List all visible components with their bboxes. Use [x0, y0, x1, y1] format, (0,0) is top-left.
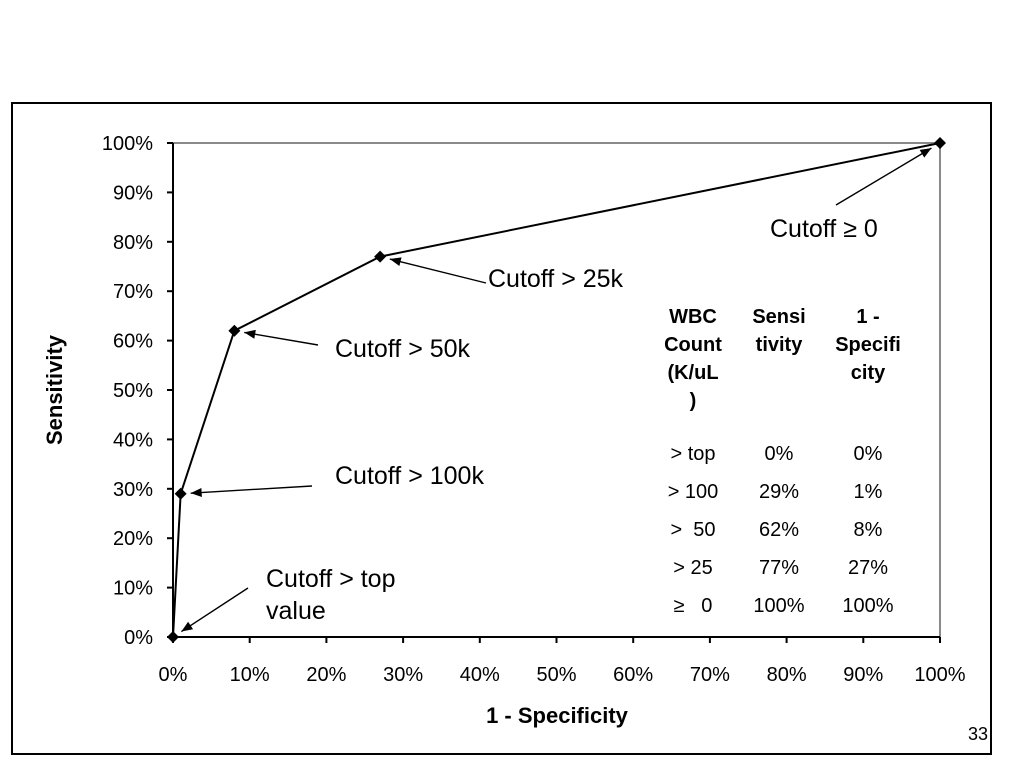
x-tick-label: 30%	[383, 664, 423, 686]
data-point-marker	[174, 487, 187, 500]
y-tick-label: 30%	[113, 479, 153, 501]
table-row: > top 0% 0%	[650, 435, 914, 473]
data-point-marker	[374, 250, 387, 263]
x-axis-title: 1 - Specificity	[486, 703, 628, 728]
x-tick-label: 40%	[460, 664, 500, 686]
x-tick-label: 60%	[613, 664, 653, 686]
table-cell: ≥ 0	[673, 594, 713, 617]
annotation-arrow	[389, 257, 487, 284]
y-tick-label: 0%	[124, 627, 153, 649]
arrow-shaft	[190, 485, 313, 494]
arrow-shaft	[180, 587, 249, 633]
x-tick-label: 20%	[306, 664, 346, 686]
x-tick-label: 0%	[159, 664, 188, 686]
y-tick-label: 20%	[113, 528, 153, 550]
data-point-marker	[167, 631, 179, 643]
y-tick-label: 90%	[113, 182, 153, 204]
plot-area	[173, 142, 941, 637]
y-tick-label: 40%	[113, 429, 153, 451]
annotation-cutoff-25k: Cutoff > 25k	[488, 265, 624, 293]
table-cell: 0%	[764, 442, 794, 465]
annotation-cutoff-0: Cutoff ≥ 0	[770, 215, 878, 243]
arrow-head	[919, 148, 932, 158]
arrow-head	[389, 257, 402, 267]
table-cell: > top	[670, 442, 716, 465]
annotation-cutoff-100k: Cutoff > 100k	[335, 462, 484, 490]
x-tick-label: 70%	[690, 664, 730, 686]
annotation-cutoff-top: Cutoff > top value	[266, 565, 396, 625]
x-tick-label: 90%	[843, 664, 883, 686]
table-cell: 100%	[842, 594, 894, 617]
table-cell: 0%	[853, 442, 883, 465]
x-tick-label: 50%	[536, 664, 576, 686]
y-tick-label: 60%	[113, 331, 153, 353]
header-1-minus-specificity: 1 - Specifi city	[835, 306, 901, 384]
table-cell: 8%	[853, 518, 883, 541]
y-tick-label: 10%	[113, 578, 153, 600]
data-point-marker	[228, 324, 241, 337]
wbc-cutoff-table: WBC Count (K/uL ) Sensi tivity 1 - Speci…	[650, 303, 914, 625]
table-cell: > 25	[673, 556, 713, 579]
table-row: > 100 29% 1%	[650, 473, 914, 511]
header-sensitivity: Sensi tivity	[752, 306, 806, 356]
table-cell: 27%	[847, 556, 889, 579]
data-point-marker	[934, 137, 946, 149]
table-cell: 62%	[758, 518, 800, 541]
x-tick-label: 80%	[767, 664, 807, 686]
arrow-shaft	[389, 258, 487, 284]
arrow-shaft	[244, 331, 319, 346]
x-axis: 0% 10% 20% 30% 40% 50% 60% 70% 80% 90% 100%	[159, 636, 966, 686]
arrow-shaft	[835, 147, 932, 206]
y-tick-label: 70%	[113, 281, 153, 303]
table-cell: 100%	[753, 594, 805, 617]
y-axis-title: Sensitivity	[42, 334, 67, 446]
table-cell: > 100	[667, 480, 719, 503]
table-row: ≥ 0 100% 100%	[650, 587, 914, 625]
page-number: 33	[968, 724, 989, 744]
header-wbc-count: WBC Count (K/uL )	[664, 306, 722, 412]
arrow-head	[181, 621, 194, 632]
slide-frame	[11, 102, 992, 755]
table-cell: 1%	[853, 480, 883, 503]
annotation-arrows	[180, 147, 932, 633]
table-row: > 50 62% 8%	[650, 511, 914, 549]
y-tick-label: 50%	[113, 380, 153, 402]
x-tick-label: 10%	[230, 664, 270, 686]
arrow-head	[244, 329, 256, 339]
y-tick-label: 80%	[113, 232, 153, 254]
table-header-row: WBC Count (K/uL ) Sensi tivity 1 - Speci…	[650, 303, 914, 435]
table-row: > 25 77% 27%	[650, 549, 914, 587]
roc-series	[167, 137, 946, 643]
annotation-arrow	[244, 329, 319, 346]
x-tick-label: 100%	[914, 664, 965, 686]
annotation-arrow	[190, 485, 313, 497]
arrow-head	[190, 488, 202, 497]
annotation-arrow	[180, 587, 249, 633]
annotation-arrow	[835, 147, 932, 206]
y-tick-label: 100%	[102, 133, 153, 155]
annotation-cutoff-50k: Cutoff > 50k	[335, 335, 471, 363]
y-axis: 0% 10% 20% 30% 40% 50% 60% 70% 80% 90% 100%	[102, 133, 174, 649]
table-cell: > 50	[670, 518, 716, 541]
table-cell: 29%	[758, 480, 800, 503]
table-cell: 77%	[758, 556, 800, 579]
